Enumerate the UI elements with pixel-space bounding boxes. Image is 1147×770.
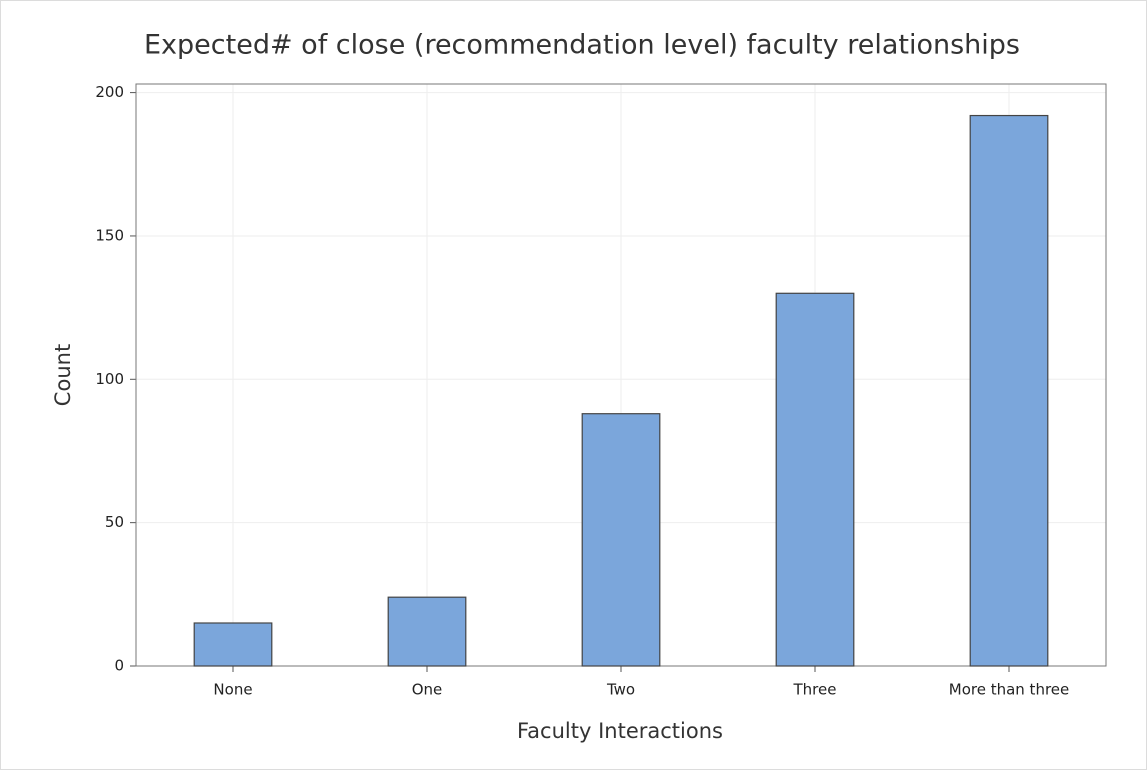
y-axis-label: Count [51, 344, 75, 406]
x-tick-label: Three [793, 681, 837, 699]
bar [581, 413, 661, 667]
y-tick-label: 200 [95, 83, 124, 101]
x-tick-label: More than three [949, 681, 1070, 699]
y-tick-label: 50 [105, 513, 124, 531]
bar [387, 596, 467, 667]
y-tick-label: 100 [95, 370, 124, 388]
chart-title: Expected# of close (recommendation level… [144, 30, 1020, 61]
x-tick-label: Two [606, 681, 635, 699]
y-tick-label: 150 [95, 226, 124, 244]
x-axis-label: Faculty Interactions [517, 719, 723, 743]
x-tick-label: None [213, 681, 252, 699]
y-tick-label: 0 [114, 657, 124, 675]
bar [775, 292, 855, 667]
x-tick-label: One [412, 681, 443, 699]
bar [193, 622, 273, 667]
bar [969, 114, 1049, 667]
